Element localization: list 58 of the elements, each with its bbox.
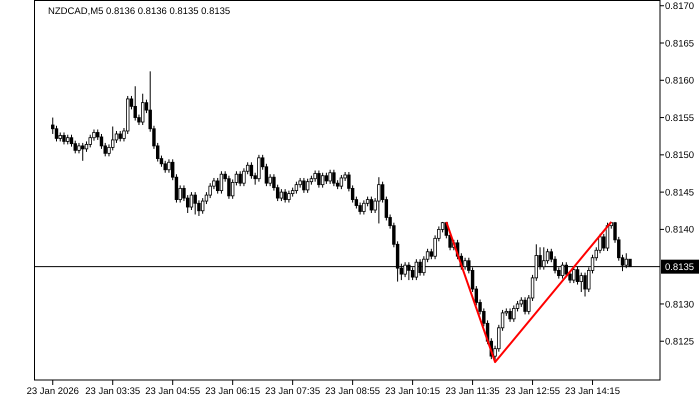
x-tick-label: 23 Jan 2026: [26, 386, 79, 397]
candlestick: [134, 86, 137, 122]
candlestick: [313, 170, 317, 182]
candlestick: [512, 304, 516, 322]
x-tick-label: 23 Jan 06:15: [205, 386, 260, 397]
candlestick: [572, 266, 576, 284]
candlestick: [377, 176, 381, 224]
candlestick: [193, 192, 197, 215]
candlestick: [370, 196, 374, 214]
candlestick: [280, 188, 284, 202]
x-tick-label: 23 Jan 12:55: [505, 386, 560, 397]
x-tick-label: 23 Jan 10:15: [385, 386, 440, 397]
candlestick: [306, 178, 310, 194]
x-tick-label: 23 Jan 04:55: [145, 386, 200, 397]
ref-line-label: 0.8135: [665, 262, 694, 273]
candlestick: [92, 128, 96, 142]
candlestick: [302, 177, 306, 194]
candlestick: [283, 188, 287, 204]
candlestick: [118, 130, 122, 142]
y-tick-label: 0.8130: [665, 299, 694, 310]
candlestick: [332, 169, 336, 187]
x-tick-label: 23 Jan 11:35: [445, 386, 500, 397]
candlestick: [287, 190, 291, 204]
y-tick-label: 0.8150: [665, 150, 694, 162]
y-tick-label: 0.8165: [665, 38, 694, 50]
chart-title: NZDCAD,M5 0.8136 0.8136 0.8135 0.8135: [48, 6, 230, 17]
x-tick-label: 23 Jan 03:35: [85, 386, 140, 397]
x-tick-label: 23 Jan 08:55: [325, 386, 380, 397]
candlestick: [81, 142, 84, 162]
candlestick: [220, 170, 224, 194]
y-tick-label: 0.8140: [665, 224, 694, 236]
candlestick: [340, 174, 344, 190]
candlestick: [583, 272, 587, 297]
candlestick: [508, 308, 512, 322]
candlestick: [580, 272, 583, 293]
candlestick: [190, 192, 194, 211]
candlestick: [238, 170, 242, 187]
candlestick: [167, 158, 171, 174]
candlestick: [257, 154, 261, 182]
candlestick: [294, 181, 298, 194]
candlestick: [66, 134, 70, 145]
x-tick-label: 23 Jan 14:15: [565, 386, 620, 397]
candlestick: [328, 169, 332, 184]
x-tick-label: 23 Jan 07:35: [265, 386, 320, 397]
candlestick: [227, 175, 231, 200]
candlestick: [317, 170, 321, 188]
candlestick: [324, 172, 328, 184]
candlestick: [320, 172, 324, 188]
candlestick: [140, 93, 144, 126]
y-tick-label: 0.8170: [665, 1, 694, 12]
y-tick-label: 0.8155: [665, 112, 694, 124]
candlestick: [216, 177, 220, 194]
y-tick-label: 0.8125: [665, 336, 694, 348]
candlestick: [62, 132, 66, 145]
candlestick: [523, 296, 527, 315]
y-tick-label: 0.8145: [665, 187, 694, 198]
y-tick-label: 0.8160: [665, 76, 694, 87]
candlestick: [362, 200, 366, 215]
